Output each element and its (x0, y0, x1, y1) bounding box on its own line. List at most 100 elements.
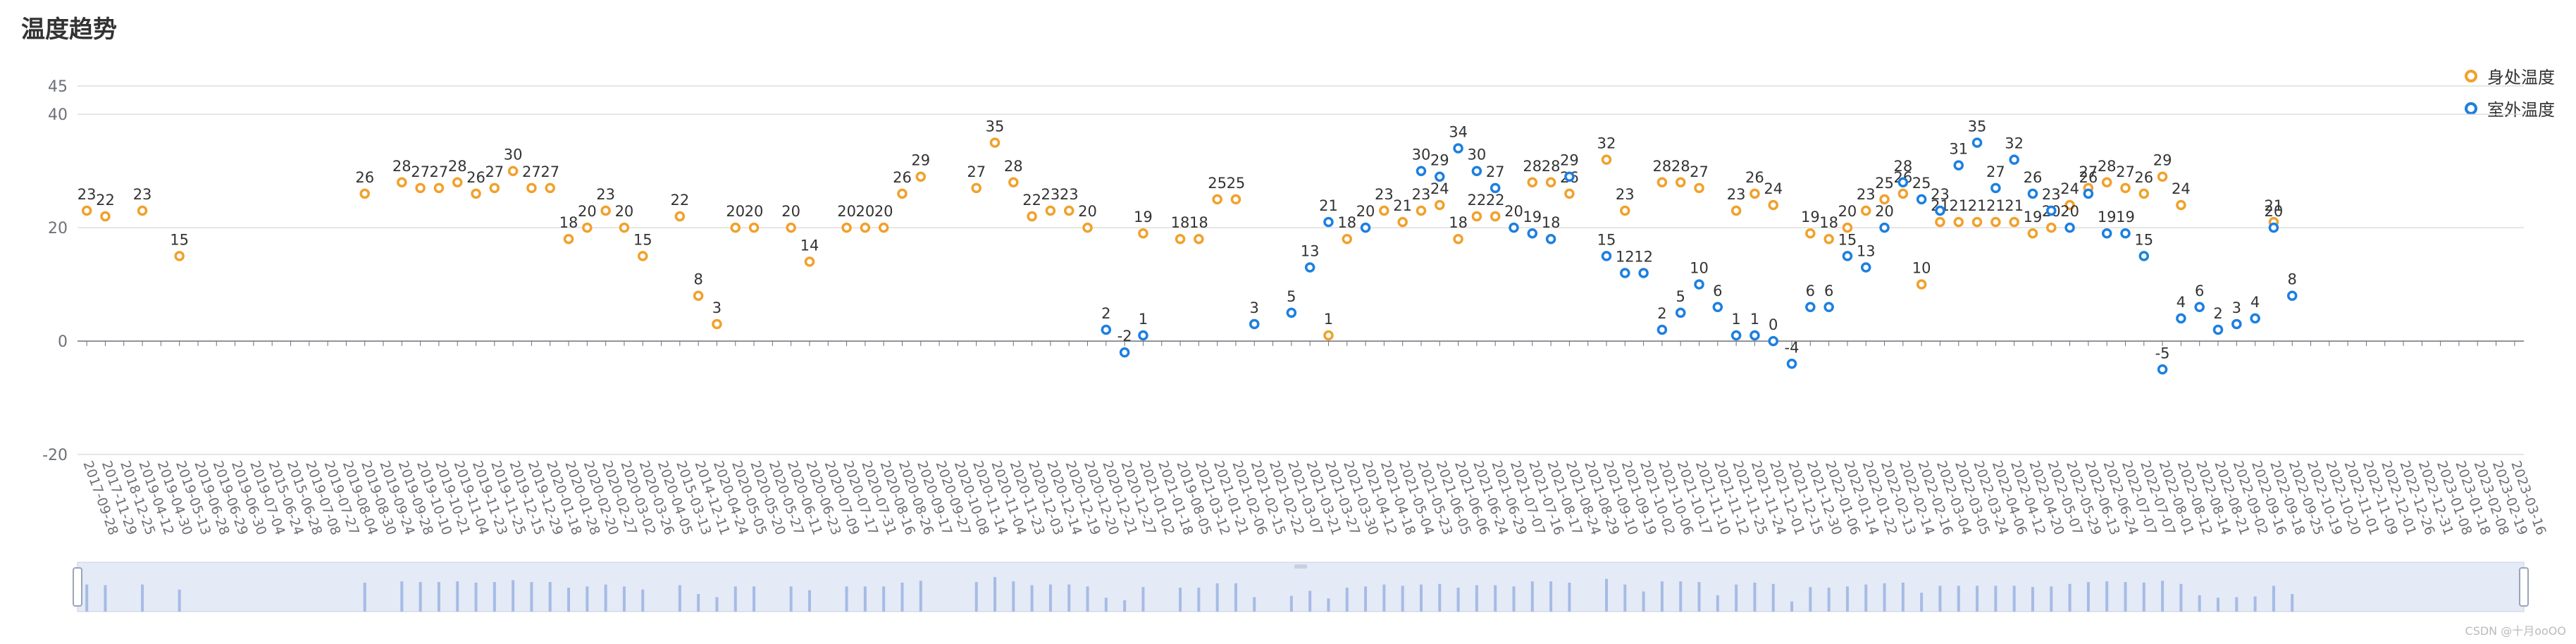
data-label: 13 (1301, 242, 1320, 259)
data-label: 30 (504, 147, 523, 163)
zoom-handle-right (2519, 567, 2529, 607)
body-temp-point (2009, 216, 2019, 228)
zoom-preview-bar (1790, 601, 1794, 612)
data-label: 26 (2134, 169, 2153, 186)
data-label: 27 (485, 163, 504, 180)
data-label: 25 (1912, 175, 1931, 192)
zoom-preview-bar (1938, 586, 1942, 612)
data-label: 18 (1171, 214, 1190, 231)
body-temp-point (2101, 177, 2112, 188)
data-label: 28 (1893, 158, 1912, 175)
zoom-preview-bar (678, 585, 681, 612)
data-label: 10 (1690, 260, 1709, 277)
body-temp-point (1416, 205, 1427, 216)
data-label: 28 (448, 158, 467, 175)
outdoor-temp-point (2157, 364, 2168, 375)
body-temp-point (786, 222, 796, 233)
data-label: 30 (1412, 147, 1431, 163)
body-temp-point (1471, 211, 1482, 222)
zoom-preview-bar (530, 582, 533, 612)
data-label: 2 (2213, 305, 2222, 322)
zoom-center-grip (1294, 564, 1307, 569)
zoom-preview-bar (1364, 586, 1368, 612)
body-temp-point (989, 137, 1001, 148)
zoom-preview-bar (789, 586, 793, 612)
zoom-preview-bar (1104, 597, 1108, 612)
outdoor-temp-point (1860, 262, 1871, 273)
outdoor-temp-point (2046, 205, 2057, 216)
outdoor-temp-point (2250, 313, 2260, 324)
outdoor-temp-point (2286, 290, 2298, 301)
data-label: 32 (2005, 135, 2024, 152)
data-label: 27 (1986, 163, 2005, 180)
data-label: 18 (1189, 214, 1208, 231)
body-temp-point (1953, 216, 1964, 228)
zoom-preview-bar (1883, 583, 1886, 612)
data-label: 29 (1430, 152, 1449, 169)
body-temp-point (1935, 216, 1945, 228)
body-temp-point (1212, 194, 1222, 205)
outdoor-temp-point (2138, 251, 2150, 261)
outdoor-temp-point (1971, 137, 1983, 148)
data-label: 26 (2079, 169, 2098, 186)
outdoor-temp-point (1527, 228, 1538, 239)
zoom-preview-bar (2253, 596, 2257, 612)
body-temp-point (1545, 177, 1556, 188)
body-temp-point (1694, 182, 1704, 194)
data-label: 20 (837, 203, 856, 220)
outdoor-temp-point (1935, 205, 1945, 216)
data-label: 22 (1022, 192, 1041, 209)
outdoor-temp-point (1657, 324, 1668, 335)
data-label: 25 (1227, 175, 1246, 192)
data-label: 1 (1139, 311, 1148, 328)
grid-lines (78, 85, 2524, 455)
outdoor-temp-point (2101, 228, 2112, 239)
data-label: 1 (1750, 311, 1759, 328)
outdoor-temp-point (1694, 279, 1704, 290)
zoom-preview-bar (104, 585, 107, 612)
zoom-preview-bar (2105, 581, 2109, 612)
body-temp-point (1971, 216, 1983, 228)
legend-item-outdoor-temp[interactable]: 室外温度 (2465, 96, 2555, 120)
data-label: 34 (1449, 124, 1468, 141)
body-temp-point (1342, 233, 1353, 244)
data-label: 25 (1208, 175, 1227, 192)
outdoor-temp-point (2009, 154, 2019, 165)
body-temp-point (915, 171, 927, 182)
data-label: 28 (1523, 158, 1542, 175)
body-temp-point (1990, 216, 2001, 228)
data-label: 15 (170, 231, 189, 248)
data-label: 25 (1875, 175, 1894, 192)
outdoor-temp-point (1138, 330, 1148, 341)
outdoor-temp-point (1638, 268, 1649, 278)
data-label: 18 (1819, 214, 1838, 231)
body-temp-point (1601, 154, 1612, 165)
zoom-preview-bar (1086, 586, 1089, 612)
body-temp-point (137, 205, 148, 216)
zoom-preview-bar (400, 581, 404, 612)
data-label: 12 (1634, 249, 1653, 266)
outdoor-temp-point (1786, 359, 1797, 369)
zoom-preview-bar (1308, 590, 1312, 612)
data-label: 5 (1287, 288, 1296, 305)
legend-label-body-temp: 身处温度 (2487, 68, 2555, 87)
body-temp-point (1397, 216, 1408, 228)
zoom-preview-bar (1123, 600, 1127, 612)
data-label: 20 (2265, 203, 2284, 220)
legend-item-body-temp[interactable]: 身处温度 (2465, 63, 2555, 88)
body-temp-point (1008, 177, 1019, 188)
zoom-preview-bar (1419, 584, 1423, 612)
outdoor-temp-point (1453, 143, 1463, 154)
zoom-preview-bar (456, 581, 459, 612)
body-temp-point (730, 222, 741, 233)
data-zoom-slider[interactable] (73, 562, 2529, 612)
data-label: 22 (1468, 192, 1487, 209)
data-label: 27 (1486, 163, 1505, 180)
data-label: 26 (466, 169, 485, 186)
zoom-preview-bar (1179, 588, 1182, 612)
body-temp-point (1897, 188, 1909, 199)
body-temp-point (1435, 199, 1445, 211)
body-temp-point (619, 222, 630, 233)
data-label: 30 (1468, 147, 1487, 163)
